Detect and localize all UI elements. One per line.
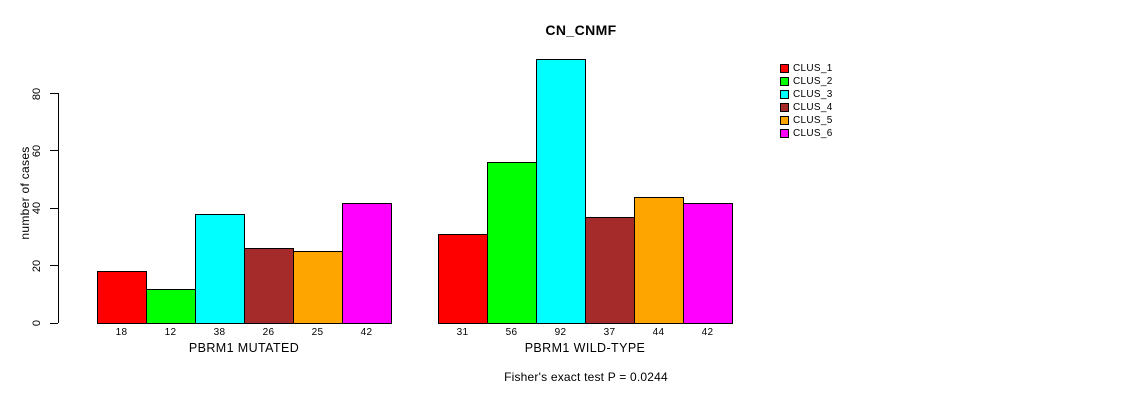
bar-clus_5-mutated xyxy=(293,251,343,324)
y-tick-label: 0 xyxy=(31,319,43,327)
y-tick-label: 20 xyxy=(31,259,43,272)
bar-clus_1-mutated xyxy=(97,271,147,324)
bar-value-label: 92 xyxy=(554,327,567,338)
fisher-test-annotation: Fisher's exact test P = 0.0244 xyxy=(504,370,668,384)
legend: CLUS_1 CLUS_2 CLUS_3 CLUS_4 CLUS_5 CLUS_6 xyxy=(780,62,833,140)
y-tick-mark xyxy=(50,322,58,324)
chart-title: CN_CNMF xyxy=(545,22,617,38)
bar-clus_1-wild-type xyxy=(438,234,488,324)
legend-swatch-clus_3 xyxy=(780,90,789,99)
legend-label: CLUS_1 xyxy=(793,63,833,74)
bar-value-label: 25 xyxy=(311,327,324,338)
y-axis-line xyxy=(58,93,59,323)
bar-clus_2-wild-type xyxy=(487,162,537,324)
bar-clus_2-mutated xyxy=(146,289,196,324)
legend-label: CLUS_6 xyxy=(793,128,833,139)
y-tick-mark xyxy=(50,265,58,267)
legend-label: CLUS_5 xyxy=(793,115,833,126)
legend-label: CLUS_3 xyxy=(793,89,833,100)
legend-swatch-clus_2 xyxy=(780,77,789,86)
bar-value-label: 31 xyxy=(456,327,469,338)
legend-item-clus_6: CLUS_6 xyxy=(780,127,833,140)
legend-item-clus_4: CLUS_4 xyxy=(780,101,833,114)
bar-clus_3-wild-type xyxy=(536,59,586,324)
legend-swatch-clus_4 xyxy=(780,103,789,112)
bar-value-label: 26 xyxy=(262,327,275,338)
bar-value-label: 37 xyxy=(603,327,616,338)
bar-clus_5-wild-type xyxy=(634,197,684,324)
bar-value-label: 12 xyxy=(164,327,177,338)
bar-value-label: 44 xyxy=(652,327,665,338)
bar-value-label: 38 xyxy=(213,327,226,338)
y-tick-label: 60 xyxy=(31,144,43,158)
legend-item-clus_1: CLUS_1 xyxy=(780,62,833,75)
bar-value-label: 42 xyxy=(360,327,373,338)
bar-clus_6-wild-type xyxy=(683,203,733,324)
bar-clus_3-mutated xyxy=(195,214,245,324)
legend-label: CLUS_4 xyxy=(793,102,833,113)
bar-value-label: 18 xyxy=(115,327,128,338)
bar-clus_6-mutated xyxy=(342,203,392,324)
legend-item-clus_3: CLUS_3 xyxy=(780,88,833,101)
legend-item-clus_2: CLUS_2 xyxy=(780,75,833,88)
y-tick-mark xyxy=(50,93,58,95)
y-tick-label: 80 xyxy=(31,87,43,100)
y-tick-mark xyxy=(50,207,58,209)
bar-value-label: 56 xyxy=(505,327,518,338)
bar-clus_4-wild-type xyxy=(585,217,635,324)
legend-item-clus_5: CLUS_5 xyxy=(780,114,833,127)
bar-clus_4-mutated xyxy=(244,248,294,324)
y-axis-label: number of cases xyxy=(18,146,32,240)
legend-swatch-clus_6 xyxy=(780,129,789,138)
y-tick-label: 40 xyxy=(31,202,43,215)
y-tick-mark xyxy=(50,150,58,152)
bar-value-label: 42 xyxy=(701,327,714,338)
group-label-mutated: PBRM1 MUTATED xyxy=(188,341,300,355)
legend-swatch-clus_1 xyxy=(780,64,789,73)
group-label-wild-type: PBRM1 WILD-TYPE xyxy=(524,341,646,355)
legend-label: CLUS_2 xyxy=(793,76,833,87)
legend-swatch-clus_5 xyxy=(780,116,789,125)
